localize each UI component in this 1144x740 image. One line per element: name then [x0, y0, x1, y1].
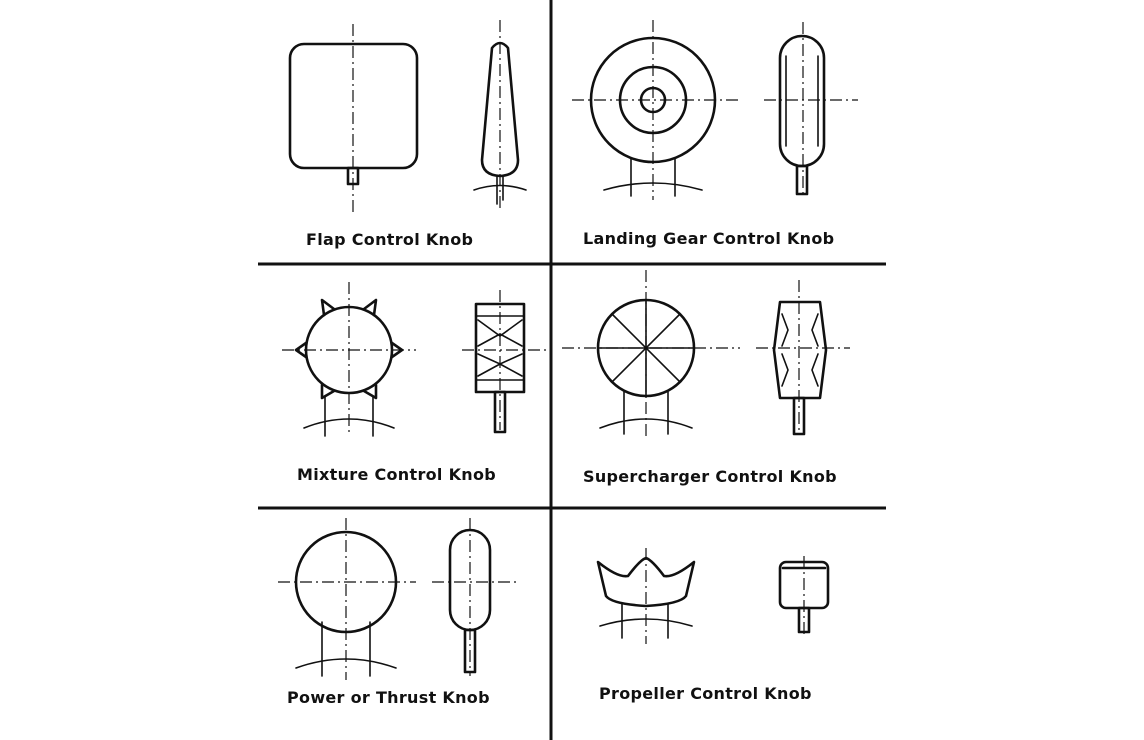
power-or-thrust-knob-label: Power or Thrust Knob — [287, 688, 490, 707]
propeller-knob-front-view — [596, 548, 696, 644]
propeller-control-knob-label: Propeller Control Knob — [599, 684, 812, 703]
mixture-knob-front-view — [282, 282, 416, 437]
landing-gear-knob-side-view — [764, 22, 858, 198]
landing-gear-control-knob-label: Landing Gear Control Knob — [583, 229, 835, 248]
mixture-control-knob-label: Mixture Control Knob — [297, 465, 497, 484]
supercharger-knob-side-view — [756, 280, 850, 436]
grid-lines — [258, 0, 886, 740]
landing-gear-knob-front-view — [572, 20, 738, 200]
supercharger-knob-front-view — [562, 270, 740, 440]
power-thrust-knob-front-view — [278, 518, 416, 680]
supercharger-control-knob-label: Supercharger Control Knob — [583, 467, 837, 486]
flap-knob-side-view — [473, 20, 527, 212]
mixture-knob-side-view — [462, 290, 546, 434]
propeller-knob-side-view — [778, 556, 830, 634]
flap-control-knob-label: Flap Control Knob — [306, 230, 474, 249]
power-thrust-knob-side-view — [432, 518, 516, 676]
flap-knob-front-view — [288, 24, 419, 216]
